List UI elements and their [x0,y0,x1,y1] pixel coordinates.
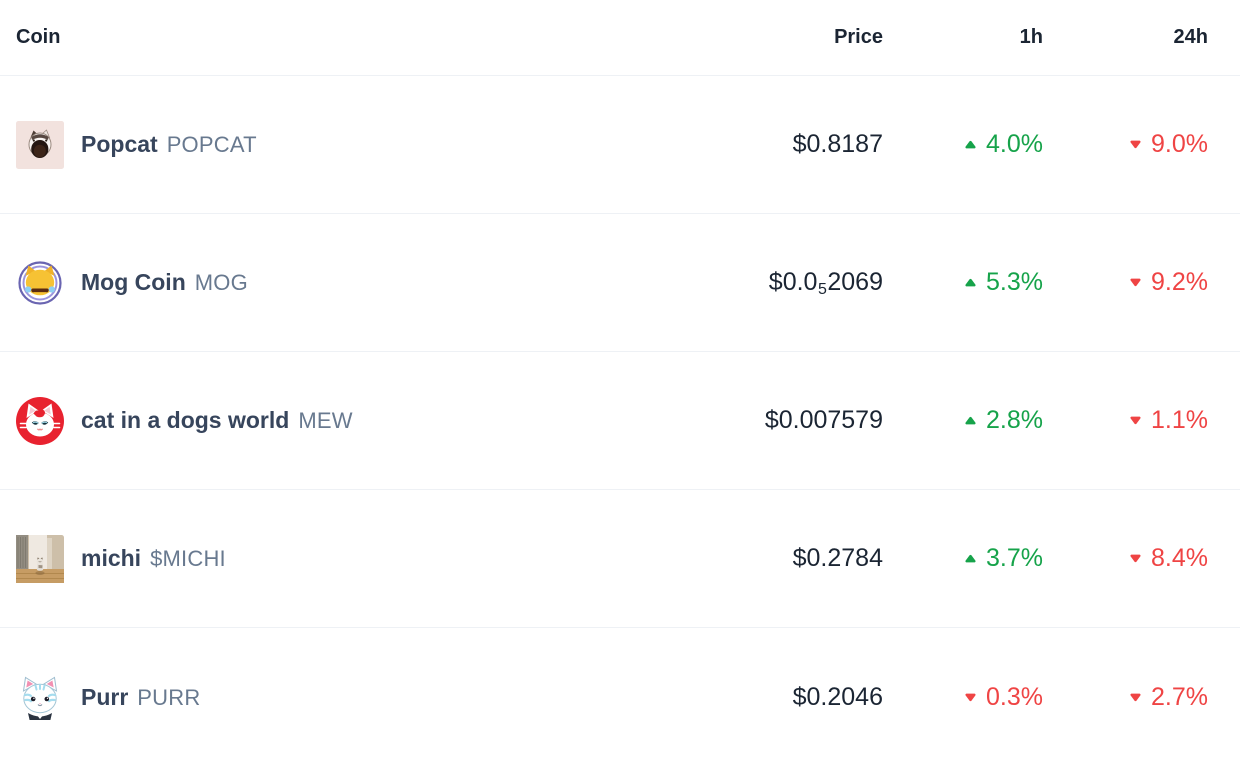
price-value: $0.007579 [764,406,883,434]
coin-symbol: MOG [194,270,248,295]
price-subscript: 5 [817,281,827,298]
percent-value: 9.2% [1151,268,1208,296]
michi-coin-icon [16,534,64,583]
change-24h-cell: 2.7% [1043,683,1208,712]
table-header: Coin Price 1h 24h [0,0,1240,76]
percent-value: 5.3% [986,268,1043,296]
price-value: $0.0 [768,268,818,296]
price-value: $0.2046 [792,682,883,711]
price-cell: $0.052069 [673,268,883,298]
caret-down-icon [1130,554,1141,563]
column-header-price[interactable]: Price [834,26,883,48]
percent-value: 3.7% [986,544,1043,572]
table-row[interactable]: Mog Coin MOG $0.052069 5.3% 9.2% [0,214,1240,352]
percent-value: 9.0% [1151,130,1208,158]
column-header-1h[interactable]: 1h [1019,26,1043,48]
percent-value: 4.0% [986,130,1043,158]
price-value: $0.8187 [792,130,883,158]
purr-coin-icon [16,673,64,721]
percent-value: 2.7% [1151,682,1208,711]
popcat-coin-icon [16,120,64,169]
caret-down-icon [1130,278,1141,287]
coin-name: Popcat [81,131,158,157]
caret-up-icon [965,554,976,563]
coin-name: Mog Coin [81,269,186,295]
coin-symbol: PURR [137,684,201,710]
mog-coin-icon [16,258,64,307]
column-header-coin[interactable]: Coin [16,26,61,48]
caret-up-icon [965,140,976,149]
caret-down-icon [1130,416,1141,425]
coin-cell[interactable]: Purr PURR [16,673,673,721]
percent-value: 2.8% [986,406,1043,434]
change-1h-cell: 5.3% [883,268,1043,297]
table-row[interactable]: Purr PURR $0.2046 0.3% 2.7% [0,628,1240,764]
percent-value: 1.1% [1151,406,1208,434]
price-cell: $0.8187 [673,130,883,159]
price-cell: $0.2046 [673,683,883,712]
change-1h-cell: 4.0% [883,130,1043,159]
coin-symbol: $MICHI [150,546,226,571]
column-header-24h[interactable]: 24h [1173,26,1208,48]
table-row[interactable]: michi $MICHI $0.2784 3.7% 8.4% [0,490,1240,628]
change-1h-cell: 2.8% [883,406,1043,435]
coin-symbol: POPCAT [166,132,257,157]
coin-name: cat in a dogs world [81,407,290,433]
coin-cell[interactable]: cat in a dogs world MEW [16,396,673,445]
caret-down-icon [1130,693,1141,701]
change-1h-cell: 0.3% [883,683,1043,712]
caret-up-icon [965,278,976,287]
price-value-tail: 2069 [827,268,883,296]
change-24h-cell: 9.2% [1043,268,1208,297]
percent-value: 0.3% [986,682,1043,711]
caret-down-icon [1130,140,1141,149]
change-1h-cell: 3.7% [883,544,1043,573]
change-24h-cell: 8.4% [1043,544,1208,573]
price-cell: $0.2784 [673,544,883,573]
change-24h-cell: 1.1% [1043,406,1208,435]
coin-cell[interactable]: Mog Coin MOG [16,258,673,307]
table-body: Popcat POPCAT $0.8187 4.0% 9.0% [0,76,1240,764]
table-row[interactable]: cat in a dogs world MEW $0.007579 2.8% 1.… [0,352,1240,490]
percent-value: 8.4% [1151,544,1208,572]
caret-down-icon [965,693,976,701]
caret-up-icon [965,416,976,425]
coin-cell[interactable]: michi $MICHI [16,534,673,583]
coin-symbol: MEW [298,408,353,433]
price-value: $0.2784 [792,544,883,572]
coin-name: Purr [81,683,129,710]
coin-name: michi [81,545,142,571]
coin-cell[interactable]: Popcat POPCAT [16,120,673,169]
mew-coin-icon [16,396,64,445]
table-row[interactable]: Popcat POPCAT $0.8187 4.0% 9.0% [0,76,1240,214]
change-24h-cell: 9.0% [1043,130,1208,159]
price-cell: $0.007579 [673,406,883,435]
